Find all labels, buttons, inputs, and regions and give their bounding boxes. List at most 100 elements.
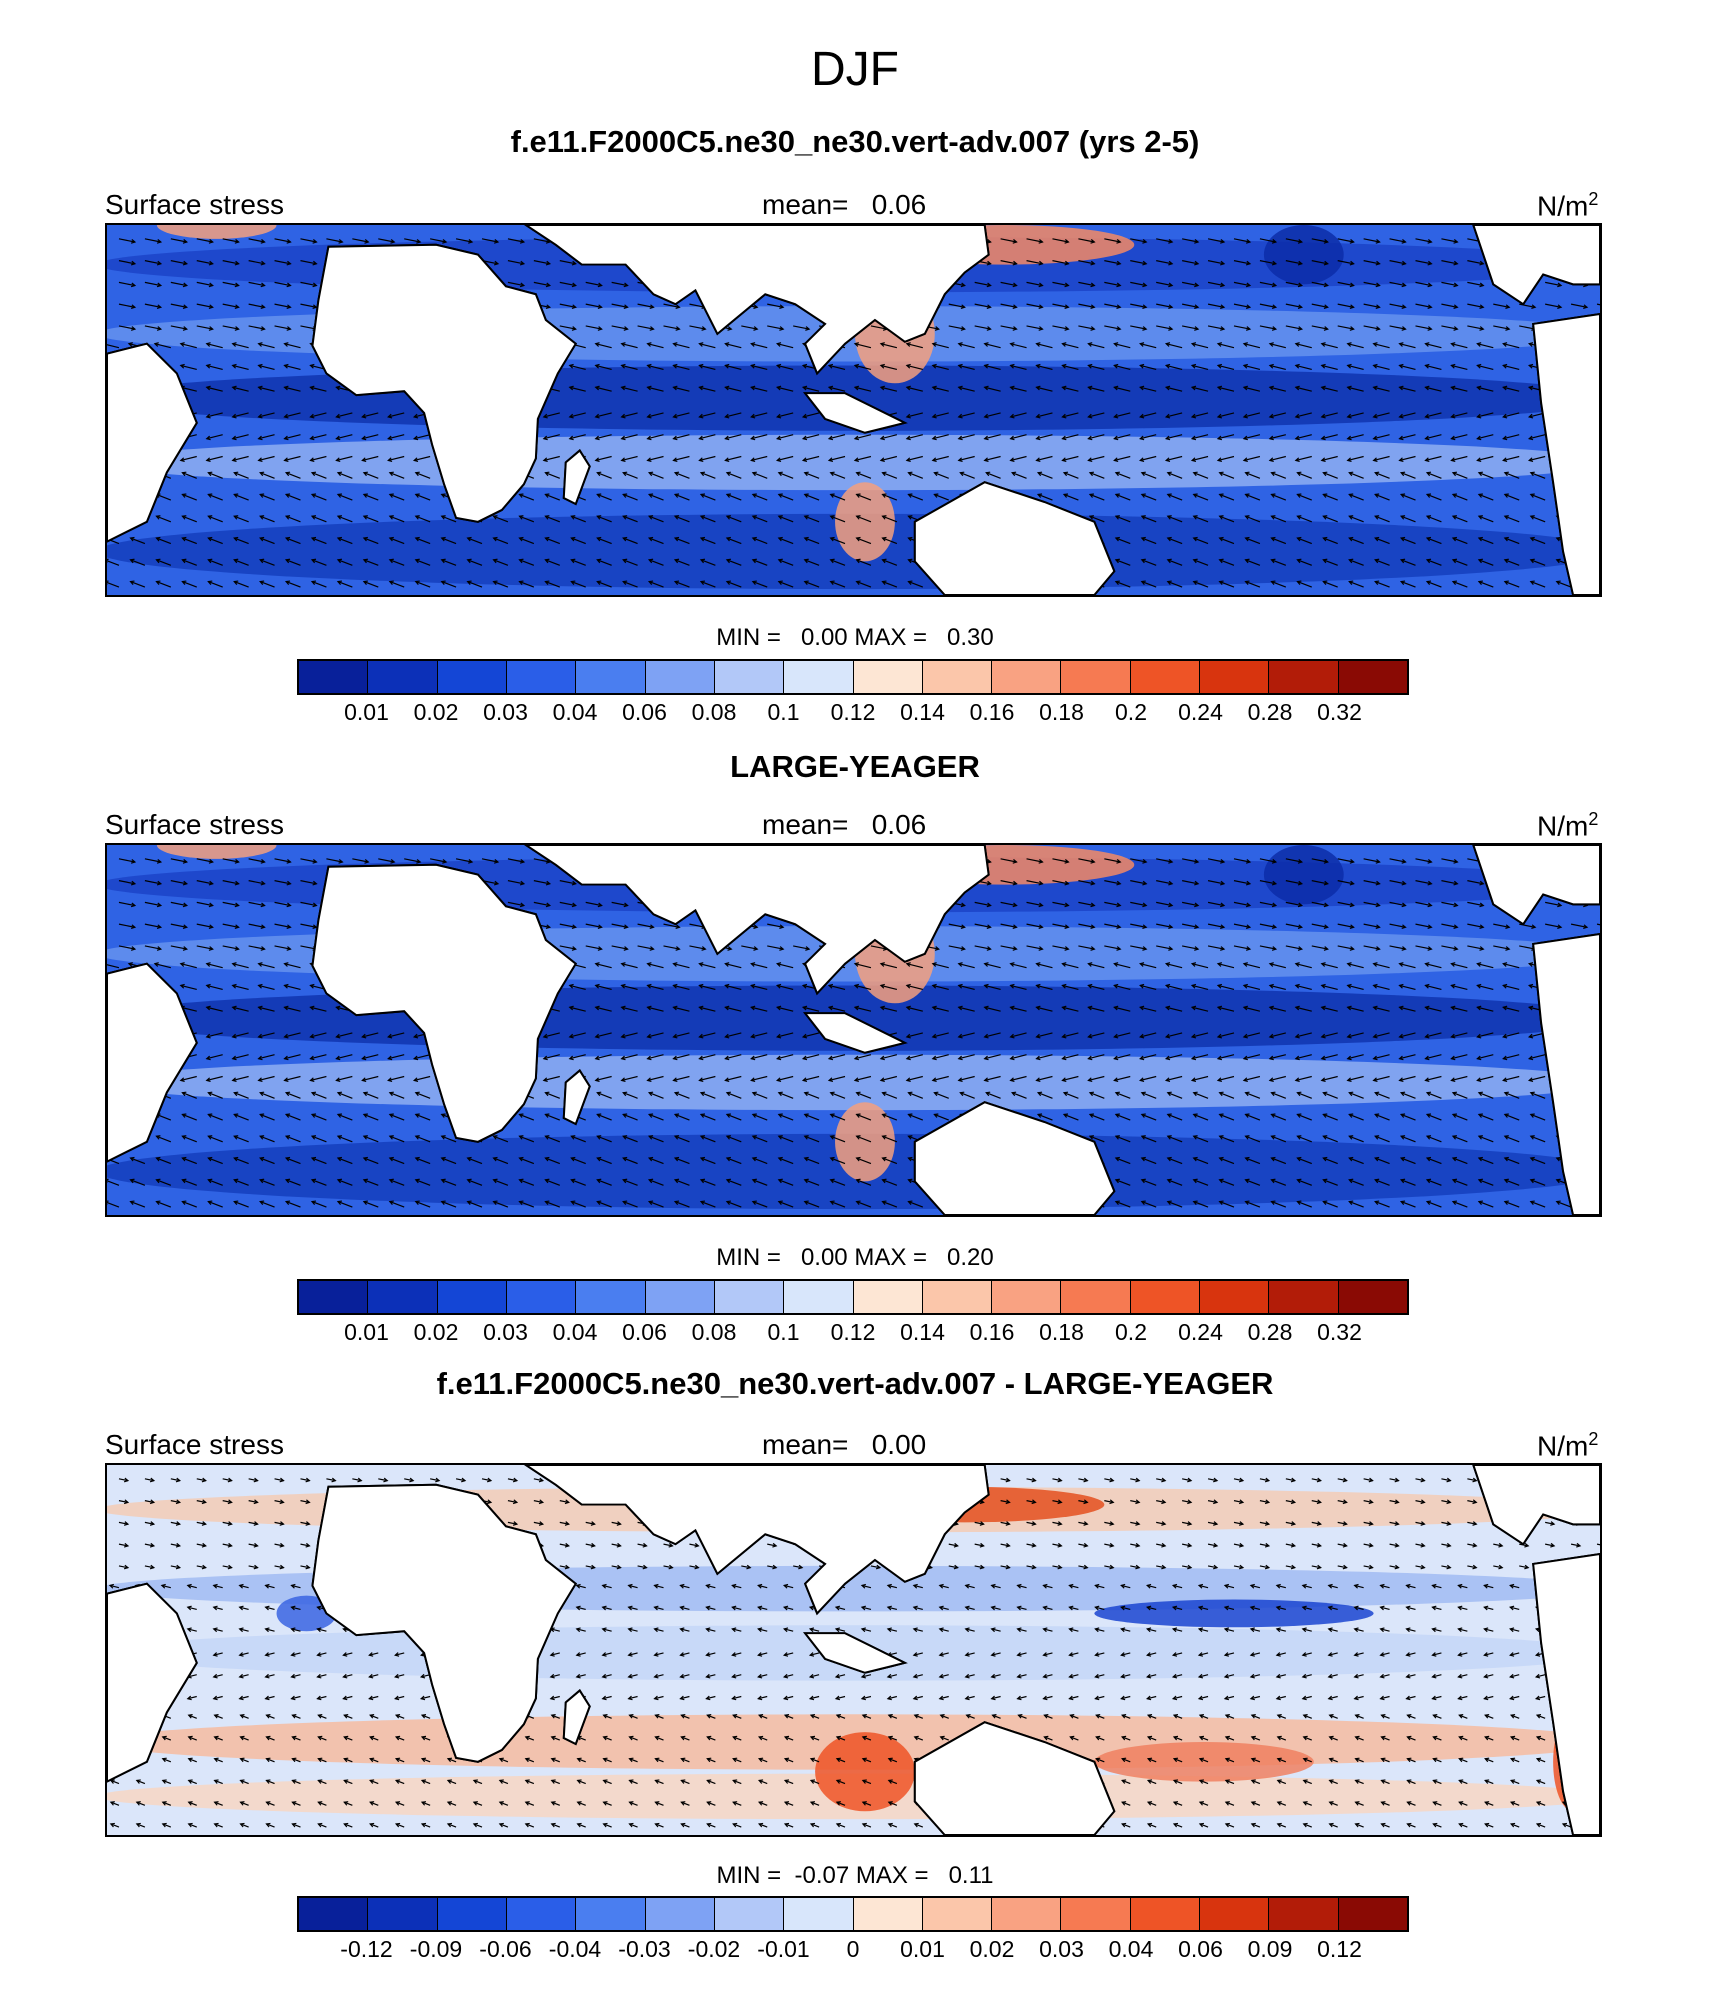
panel-2-mean-label: mean= 0.06 xyxy=(762,809,927,840)
colorbar-tick-label: 0.02 xyxy=(969,1936,1015,1962)
colorbar-swatch xyxy=(645,1898,715,1930)
panel-2-minmax: MIN = 0.00 MAX = 0.20 xyxy=(716,1244,994,1271)
colorbar-swatch xyxy=(714,1281,785,1313)
colorbar-swatch xyxy=(922,1898,993,1930)
colorbar-tick-label: 0.08 xyxy=(691,1319,737,1345)
panel-2-units-label: N/m2 xyxy=(1537,809,1599,842)
colorbar-swatch xyxy=(714,661,785,693)
colorbar-swatch xyxy=(368,1281,438,1313)
colorbar-swatch xyxy=(437,661,507,693)
colorbar-swatch xyxy=(576,661,646,693)
colorbar-tick-label: -0.04 xyxy=(548,1936,602,1962)
panel-3-colorbar xyxy=(297,1896,1409,1932)
colorbar-tick-label: -0.02 xyxy=(687,1936,741,1962)
colorbar-swatch xyxy=(299,1281,369,1313)
colorbar-swatch xyxy=(506,1898,577,1930)
colorbar-swatch xyxy=(1130,1281,1201,1313)
colorbar-tick-label: 0.24 xyxy=(1178,699,1223,725)
colorbar-tick-label: 0.28 xyxy=(1247,1319,1293,1345)
colorbar-tick-label: -0.06 xyxy=(479,1936,532,1962)
colorbar-tick-label: 0.32 xyxy=(1317,699,1362,725)
colorbar-tick-label: 0.18 xyxy=(1039,699,1084,725)
colorbar-tick-label: 0.24 xyxy=(1178,1319,1223,1345)
colorbar-tick-label: 0.2 xyxy=(1115,699,1147,725)
colorbar-tick-label: 0 xyxy=(846,1936,860,1962)
panel-2-title: LARGE-YEAGER xyxy=(730,749,980,784)
colorbar-swatch xyxy=(992,1898,1062,1930)
colorbar-tick-label: 0.08 xyxy=(691,699,737,725)
panel-2-map xyxy=(105,843,1602,1217)
colorbar-tick-label: 0.04 xyxy=(1108,1936,1154,1962)
colorbar-tick-label: 0.06 xyxy=(622,699,667,725)
colorbar-tick-label: 0.1 xyxy=(767,1319,800,1345)
colorbar-tick-label: 0.06 xyxy=(1178,1936,1223,1962)
panel-1-minmax: MIN = 0.00 MAX = 0.30 xyxy=(716,624,994,651)
colorbar-swatch xyxy=(992,1281,1062,1313)
panel-3-colorbar-ticks: -0.12 -0.09 -0.06 -0.04 -0.03 -0.02 -0.01 0 0.01… xyxy=(297,1936,1409,1966)
panel-3-map xyxy=(105,1463,1602,1837)
colorbar-tick-label: -0.09 xyxy=(409,1936,463,1962)
colorbar-tick-label: 0.2 xyxy=(1115,1319,1147,1345)
colorbar-tick-label: 0.03 xyxy=(483,1319,528,1345)
colorbar-swatch xyxy=(1269,661,1339,693)
colorbar-swatch xyxy=(576,1281,646,1313)
colorbar-swatch xyxy=(714,1898,785,1930)
colorbar-swatch xyxy=(1269,1281,1339,1313)
colorbar-swatch xyxy=(1200,661,1270,693)
colorbar-swatch xyxy=(1269,1898,1339,1930)
colorbar-swatch xyxy=(853,1898,923,1930)
panel-1-mean-label: mean= 0.06 xyxy=(762,189,927,220)
panel-2-variable-label: Surface stress xyxy=(105,809,284,840)
figure-title: DJF xyxy=(811,43,899,96)
colorbar-tick-label: 0.06 xyxy=(622,1319,667,1345)
colorbar-swatch xyxy=(1200,1898,1270,1930)
colorbar-tick-label: -0.01 xyxy=(757,1936,810,1962)
colorbar-swatch xyxy=(645,1281,715,1313)
colorbar-swatch xyxy=(1130,661,1201,693)
colorbar-tick-label: 0.32 xyxy=(1317,1319,1362,1345)
colorbar-swatch xyxy=(922,661,993,693)
colorbar-tick-label: 0.04 xyxy=(552,699,598,725)
colorbar-swatch xyxy=(368,661,438,693)
colorbar-tick-label: 0.16 xyxy=(969,1319,1015,1345)
colorbar-swatch xyxy=(645,661,715,693)
colorbar-swatch xyxy=(784,1281,854,1313)
colorbar-tick-label: -0.03 xyxy=(618,1936,671,1962)
colorbar-swatch xyxy=(576,1898,646,1930)
colorbar-tick-label: 0.04 xyxy=(552,1319,598,1345)
colorbar-tick-label: 0.03 xyxy=(1039,1936,1084,1962)
colorbar-swatch xyxy=(1338,1281,1407,1313)
colorbar-tick-label: 0.14 xyxy=(900,1319,945,1345)
colorbar-swatch xyxy=(1061,1281,1131,1313)
panel-1-colorbar-ticks: 0.01 0.02 0.03 0.04 0.06 0.08 0.1 0.12 0.14 0.16 0… xyxy=(297,699,1409,729)
colorbar-swatch xyxy=(299,661,369,693)
colorbar-swatch xyxy=(506,1281,577,1313)
colorbar-tick-label: 0.16 xyxy=(969,699,1015,725)
colorbar-swatch xyxy=(1338,661,1407,693)
colorbar-swatch xyxy=(1061,661,1131,693)
panel-1-title: f.e11.F2000C5.ne30_ne30.vert-adv.007 (yr… xyxy=(510,124,1200,159)
colorbar-swatch xyxy=(922,1281,993,1313)
colorbar-swatch xyxy=(784,1898,854,1930)
colorbar-tick-label: 0.1 xyxy=(767,699,800,725)
colorbar-tick-label: 0.02 xyxy=(413,699,459,725)
colorbar-tick-label: 0.28 xyxy=(1247,699,1293,725)
colorbar-tick-label: 0.02 xyxy=(413,1319,459,1345)
colorbar-swatch xyxy=(784,661,854,693)
colorbar-swatch xyxy=(1200,1281,1270,1313)
colorbar-tick-label: 0.12 xyxy=(830,1319,876,1345)
colorbar-swatch xyxy=(1338,1898,1407,1930)
colorbar-tick-label: 0.01 xyxy=(900,1936,945,1962)
panel-1-variable-label: Surface stress xyxy=(105,189,284,220)
colorbar-swatch xyxy=(368,1898,438,1930)
panel-1-map xyxy=(105,223,1602,597)
panel-1-units-label: N/m2 xyxy=(1537,189,1599,222)
colorbar-tick-label: 0.01 xyxy=(344,1319,389,1345)
panel-3-title: f.e11.F2000C5.ne30_ne30.vert-adv.007 - L… xyxy=(436,1366,1274,1401)
colorbar-swatch xyxy=(506,661,577,693)
colorbar-swatch xyxy=(299,1898,369,1930)
panel-2-colorbar-ticks: 0.01 0.02 0.03 0.04 0.06 0.08 0.1 0.12 0.14 0.16 0… xyxy=(297,1319,1409,1349)
colorbar-tick-label: 0.14 xyxy=(900,699,945,725)
colorbar-tick-label: 0.01 xyxy=(344,699,389,725)
colorbar-tick-label: 0.09 xyxy=(1247,1936,1293,1962)
